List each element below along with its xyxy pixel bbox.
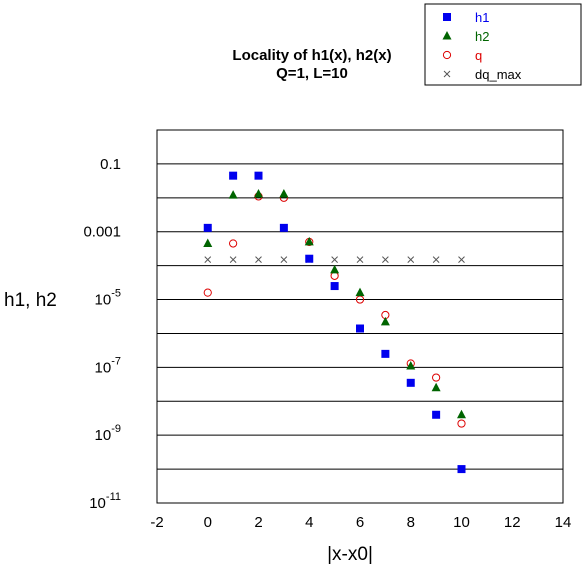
data-point-h1 (203, 223, 212, 232)
data-point-h2 (228, 190, 238, 199)
y-tick-base: 10 (95, 427, 112, 444)
x-tick-label: 0 (204, 514, 212, 531)
y-tick-base: 10 (95, 292, 112, 309)
y-axis-label: h1, h2 (4, 290, 57, 311)
legend-marker-dq-max (443, 70, 451, 78)
y-tick-base: 0.001 (83, 224, 121, 241)
cross-stroke (331, 256, 338, 264)
data-point-h2 (406, 360, 416, 370)
x-tick-label: 10 (453, 514, 470, 531)
data-point-h1 (356, 324, 364, 333)
data-point-h2 (304, 236, 314, 246)
cross-stroke (443, 70, 451, 78)
data-point-q (229, 239, 238, 248)
data-point-h1 (381, 349, 390, 358)
y-tick-label: 10-7 (95, 355, 121, 376)
chart-title-line-2: Q=1, L=10 (276, 65, 348, 82)
legend-label-h1: h1 (475, 10, 489, 25)
chart-title-line-1: Locality of h1(x), h2(x) (232, 47, 391, 64)
series-h2 (203, 188, 466, 419)
y-tick-base: 10 (95, 359, 112, 376)
data-point-h1 (254, 171, 263, 180)
legend-label-h2: h2 (475, 29, 489, 44)
series-dq-max (204, 256, 465, 264)
cross-stroke (255, 256, 262, 264)
x-tick-label: 8 (407, 514, 415, 531)
data-point-dq-max (204, 256, 212, 264)
x-tick-labels: -2 0 2 4 6 8 10 12 14 (150, 514, 571, 531)
legend-marker-h1 (443, 13, 451, 21)
data-point-dq-max (229, 256, 237, 264)
cross-stroke (229, 256, 237, 264)
x-tick-label: 4 (305, 514, 313, 531)
data-point-dq-max (458, 256, 465, 264)
data-point-h2 (380, 316, 390, 326)
data-point-dq-max (331, 256, 338, 264)
data-point-h2 (203, 238, 213, 247)
data-point-q (457, 419, 466, 428)
data-point-h1 (406, 378, 415, 387)
y-tick-exponent: -9 (111, 423, 121, 435)
data-point-h1 (305, 254, 314, 263)
cross-stroke (407, 256, 415, 264)
data-point-h2 (431, 382, 441, 392)
legend: h1 h2 q dq_max (424, 3, 582, 86)
plot-frame (156, 129, 564, 504)
grid-lines (157, 129, 563, 504)
y-tick-base: 10 (89, 495, 106, 512)
data-point-h2 (279, 188, 289, 198)
legend-marker-q (442, 50, 452, 60)
data-point-dq-max (255, 256, 262, 264)
legend-marker-h2 (442, 31, 452, 40)
data-point-h1 (432, 410, 441, 419)
data-point-q (432, 373, 441, 382)
y-tick-label: 10-11 (89, 491, 121, 512)
data-point-h1 (330, 282, 339, 291)
x-tick-label: 6 (356, 514, 364, 531)
y-tick-base: 0.1 (100, 156, 121, 173)
legend-label-dq-max: dq_max (475, 67, 522, 82)
series-h1 (203, 171, 466, 474)
y-tick-label: 0.001 (83, 224, 121, 241)
data-point-h2 (330, 264, 340, 274)
data-point-dq-max (382, 256, 389, 264)
x-axis-label: |x-x0| (327, 544, 373, 565)
data-point-dq-max (280, 256, 288, 264)
data-point-h2 (355, 287, 365, 297)
data-point-h1 (229, 171, 238, 180)
y-tick-exponent: -5 (111, 288, 121, 300)
data-marks (203, 171, 466, 474)
y-tick-label: 0.1 (100, 156, 121, 173)
cross-stroke (432, 256, 440, 264)
cross-stroke (458, 256, 465, 264)
data-point-dq-max (356, 256, 364, 264)
x-tick-label: 12 (504, 514, 521, 531)
data-point-q (203, 288, 212, 297)
y-tick-exponent: -11 (106, 491, 121, 503)
data-point-h1 (457, 465, 466, 474)
data-point-h2 (254, 188, 263, 198)
cross-stroke (204, 256, 212, 264)
cross-stroke (382, 256, 389, 264)
x-tick-label: -2 (150, 514, 163, 531)
x-tick-label: 2 (254, 514, 262, 531)
cross-stroke (280, 256, 288, 264)
legend-label-q: q (475, 48, 482, 63)
y-tick-label: 10-9 (95, 423, 121, 444)
cross-stroke (356, 256, 364, 264)
data-point-h1 (279, 223, 288, 232)
data-point-dq-max (407, 256, 415, 264)
series-q (203, 192, 466, 428)
y-tick-label: 10-5 (95, 288, 121, 309)
data-point-h2 (457, 409, 466, 419)
x-tick-label: 14 (555, 514, 572, 531)
y-tick-exponent: -7 (111, 355, 121, 367)
data-point-dq-max (432, 256, 440, 264)
